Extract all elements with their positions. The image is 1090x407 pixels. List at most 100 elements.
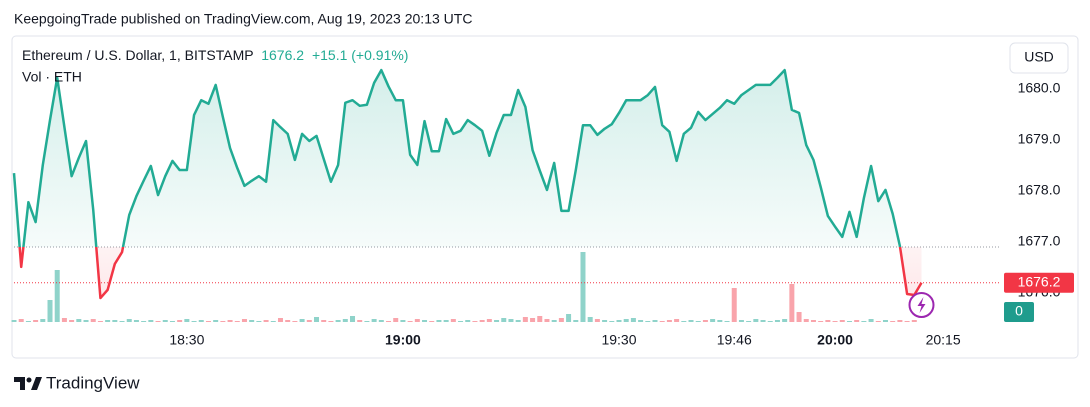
volume-bar	[666, 320, 672, 322]
volume-bar	[818, 321, 824, 322]
volume-bar	[90, 319, 96, 322]
x-tick-label: 19:46	[717, 332, 752, 348]
volume-bar	[299, 319, 305, 322]
volume-bar	[407, 321, 413, 322]
event-marker-icon	[917, 297, 926, 313]
volume-bar	[638, 320, 644, 322]
volume-bar	[630, 318, 636, 322]
volume-bar	[508, 319, 514, 322]
volume-label: 0	[1015, 303, 1023, 319]
volume-legend: Vol · ETH	[22, 69, 82, 85]
publish-info: KeepgoingTrade published on TradingView.…	[14, 11, 472, 27]
volume-bar	[76, 319, 82, 322]
volume-bar	[458, 321, 464, 322]
volume-bar	[357, 320, 363, 322]
volume-bar	[810, 320, 816, 322]
volume-bar	[292, 321, 298, 322]
volume-bar	[47, 300, 53, 322]
volume-bar	[558, 318, 564, 322]
x-tick-label: 18:30	[169, 332, 204, 348]
volume-bar	[25, 321, 31, 322]
volume-bar	[767, 321, 773, 322]
y-tick-label: 1679.0	[1018, 131, 1061, 147]
volume-bar	[717, 320, 723, 322]
currency-label[interactable]: USD	[1024, 49, 1054, 65]
volume-bar	[40, 319, 46, 322]
volume-bar	[213, 320, 219, 322]
volume-bar	[249, 320, 255, 322]
x-tick-label: 19:30	[601, 332, 636, 348]
volume-bar	[522, 317, 528, 322]
volume-bar	[566, 314, 572, 322]
volume-bar	[350, 316, 356, 322]
y-tick-label: 1678.0	[1018, 182, 1061, 198]
volume-bar	[364, 321, 370, 322]
volume-bar	[33, 320, 39, 322]
volume-bar	[890, 321, 896, 322]
volume-bar	[515, 320, 521, 322]
area-fill	[14, 70, 922, 299]
volume-bar	[616, 320, 622, 322]
tradingview-logo	[14, 377, 42, 390]
volume-bar	[609, 321, 615, 322]
volume-bar	[105, 320, 111, 322]
volume-bar	[205, 321, 211, 322]
volume-bar	[702, 320, 708, 322]
volume-bar	[371, 319, 377, 322]
y-tick-label: 1677.0	[1018, 233, 1061, 249]
volume-bar	[335, 320, 341, 322]
volume-bar	[422, 320, 428, 322]
volume-bar	[450, 319, 456, 322]
x-tick-label: 20:00	[817, 332, 853, 348]
volume-bar	[882, 320, 888, 322]
volume-bar	[69, 320, 75, 322]
volume-bar	[594, 319, 600, 322]
volume-bar	[760, 320, 766, 322]
volume-bar	[285, 320, 291, 322]
volume-bar	[623, 319, 629, 322]
volume-bar	[126, 319, 132, 322]
volume-bar	[868, 319, 874, 322]
volume-bar	[443, 320, 449, 322]
volume-bar	[724, 321, 730, 322]
volume-bar	[119, 321, 125, 322]
volume-bar	[479, 320, 485, 322]
volume-bar	[580, 252, 586, 322]
volume-bar	[321, 320, 327, 322]
volume-bar	[306, 320, 312, 322]
volume-bar	[897, 320, 903, 322]
volume-bar	[61, 318, 67, 322]
volume-bar	[753, 319, 759, 322]
currency-button[interactable]	[1009, 42, 1069, 74]
volume-bar	[746, 321, 752, 322]
volume-bar	[177, 320, 183, 322]
volume-bar	[789, 284, 795, 322]
volume-bar	[97, 321, 103, 322]
volume-bar	[839, 320, 845, 322]
price-label-box	[1004, 272, 1074, 293]
volume-bar	[270, 321, 276, 322]
volume-bar	[904, 321, 910, 322]
event-marker[interactable]	[908, 292, 935, 318]
volume-bar	[645, 321, 651, 322]
volume-bar	[112, 320, 118, 322]
volume-bar	[313, 317, 319, 322]
price-label: 1676.2	[1018, 273, 1061, 289]
volume-bar	[602, 320, 608, 322]
plot-area: 1676.01677.01678.01679.01680.018:3019:00…	[11, 68, 1074, 348]
volume-bar	[825, 320, 831, 322]
volume-bar	[18, 319, 24, 322]
volume-bar	[681, 321, 687, 322]
volume-bar	[782, 319, 788, 322]
volume-bar	[674, 319, 680, 322]
volume-bar	[11, 320, 17, 322]
volume-bar	[472, 321, 478, 322]
volume-bar	[436, 320, 442, 322]
volume-bar	[587, 317, 593, 322]
volume-bar	[386, 321, 392, 322]
volume-bar	[854, 320, 860, 322]
legend: Ethereum / U.S. Dollar, 1, BITSTAMP 1676…	[22, 47, 408, 63]
volume-bar	[710, 319, 716, 322]
price-change: +15.1 (+0.91%)	[312, 47, 409, 63]
